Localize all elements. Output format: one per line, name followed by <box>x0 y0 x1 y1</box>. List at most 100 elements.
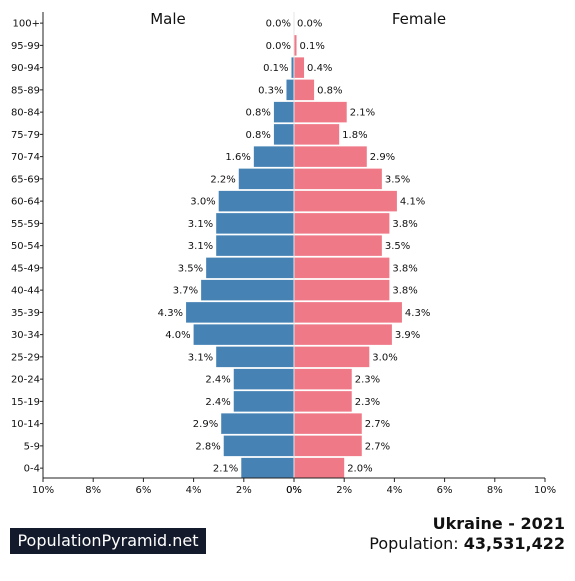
female-value-label: 2.1% <box>350 108 375 119</box>
age-group-label: 45-49 <box>11 263 40 274</box>
male-value-label: 0.3% <box>258 85 283 96</box>
female-value-label: 0.1% <box>300 41 325 52</box>
male-value-label: 2.2% <box>210 174 235 185</box>
age-group-label: 75-79 <box>11 130 40 141</box>
male-bars <box>186 57 294 479</box>
female-value-label: 3.5% <box>385 174 410 185</box>
age-group-label: 35-39 <box>11 308 40 319</box>
female-value-label: 3.8% <box>392 286 417 297</box>
x-tick-label: 0% <box>286 485 302 496</box>
female-value-label: 2.3% <box>355 375 380 386</box>
female-bar <box>294 168 382 190</box>
female-value-label: 4.1% <box>400 197 425 208</box>
x-tick-label: 8% <box>85 485 101 496</box>
female-value-label: 0.4% <box>307 63 332 74</box>
population-total: Population: 43,531,422 <box>369 534 565 553</box>
male-value-label: 2.1% <box>213 464 238 475</box>
age-group-label: 65-69 <box>11 174 40 185</box>
age-group-label: 0-4 <box>24 464 40 475</box>
male-bar <box>186 302 294 323</box>
male-bar <box>286 79 294 101</box>
age-group-label: 95-99 <box>11 41 40 52</box>
age-group-label: 100+ <box>13 19 40 30</box>
male-value-label: 0.8% <box>246 130 271 141</box>
male-value-label: 2.4% <box>205 375 230 386</box>
age-group-label: 50-54 <box>11 241 40 252</box>
female-bar <box>294 124 340 145</box>
x-tick-label: 6% <box>437 485 453 496</box>
male-bar <box>238 168 294 190</box>
x-tick-label: 2% <box>336 485 352 496</box>
female-bar <box>294 35 297 56</box>
female-bar <box>294 190 397 212</box>
female-bar <box>294 213 390 234</box>
female-bar <box>294 302 402 323</box>
female-bar <box>294 324 392 345</box>
age-group-label: 90-94 <box>11 63 40 74</box>
age-group-label: 15-19 <box>11 397 40 408</box>
male-bar <box>291 57 294 78</box>
x-tick-label: 8% <box>487 485 503 496</box>
x-tick-label: 4% <box>386 485 402 496</box>
male-value-label: 2.8% <box>195 441 220 452</box>
male-series-title: Male <box>150 10 186 28</box>
y-axis: 100+ 95-99 90-94 85-89 80-84 75-79 70-74 65-69 6… <box>11 12 295 478</box>
female-bar <box>294 279 390 301</box>
female-bar <box>294 235 382 256</box>
male-value-label: 0.0% <box>266 19 291 30</box>
age-group-label: 80-84 <box>11 108 40 119</box>
male-bar <box>273 101 294 123</box>
male-bar <box>216 346 294 368</box>
age-group-label: 60-64 <box>11 197 40 208</box>
male-bar <box>201 279 294 301</box>
female-bar <box>294 413 362 434</box>
age-group-label: 25-29 <box>11 352 40 363</box>
male-value-label: 3.5% <box>178 263 203 274</box>
age-group-label: 70-74 <box>11 152 40 163</box>
male-bar <box>241 457 294 479</box>
female-bar <box>294 346 370 368</box>
female-value-label: 3.5% <box>385 241 410 252</box>
age-group-label: 10-14 <box>11 419 40 430</box>
male-bar <box>193 324 294 345</box>
female-value-label: 2.7% <box>365 441 390 452</box>
bar-value-labels: 0.0% 0.0% 0.0% 0.1% 0.1% 0.4% 0.3% 0.8% 0.8% 2.1%… <box>158 19 431 475</box>
male-value-label: 3.7% <box>173 286 198 297</box>
population-pyramid-chart: 0.0% 0.0% 0.0% 0.1% 0.1% 0.4% 0.3% 0.8% 0.8% 2.1%… <box>11 10 556 496</box>
age-group-label: 30-34 <box>11 330 40 341</box>
male-value-label: 4.0% <box>165 330 190 341</box>
age-group-label: 5-9 <box>24 441 40 452</box>
female-bar <box>294 457 345 479</box>
female-bar <box>294 435 362 457</box>
x-tick-label: 10% <box>534 485 556 496</box>
male-value-label: 2.4% <box>205 397 230 408</box>
female-value-label: 2.0% <box>347 464 372 475</box>
female-value-label: 2.9% <box>370 152 395 163</box>
country-year-title: Ukraine - 2021 <box>432 514 565 533</box>
male-value-label: 3.1% <box>188 219 213 230</box>
x-tick-label: 0% <box>286 485 302 496</box>
male-value-label: 1.6% <box>225 152 250 163</box>
female-value-label: 0.8% <box>317 85 342 96</box>
female-bar <box>294 79 315 101</box>
female-value-label: 3.8% <box>392 219 417 230</box>
male-bar <box>216 235 294 256</box>
male-bar <box>216 213 294 234</box>
male-bar <box>253 146 294 167</box>
female-value-label: 2.7% <box>365 419 390 430</box>
brand-logo[interactable]: PopulationPyramid.net <box>10 528 206 554</box>
female-bar <box>294 57 305 78</box>
female-bar <box>294 368 352 390</box>
x-tick-label: 2% <box>236 485 252 496</box>
female-series-title: Female <box>392 10 446 28</box>
female-value-label: 0.0% <box>297 19 322 30</box>
male-bar <box>273 124 294 145</box>
male-bar <box>221 413 294 434</box>
male-value-label: 4.3% <box>158 308 183 319</box>
age-group-label: 20-24 <box>11 375 40 386</box>
x-tick-label: 6% <box>135 485 151 496</box>
male-value-label: 0.0% <box>266 41 291 52</box>
male-bar <box>206 257 294 279</box>
female-value-label: 3.8% <box>392 263 417 274</box>
female-bar <box>294 146 367 167</box>
